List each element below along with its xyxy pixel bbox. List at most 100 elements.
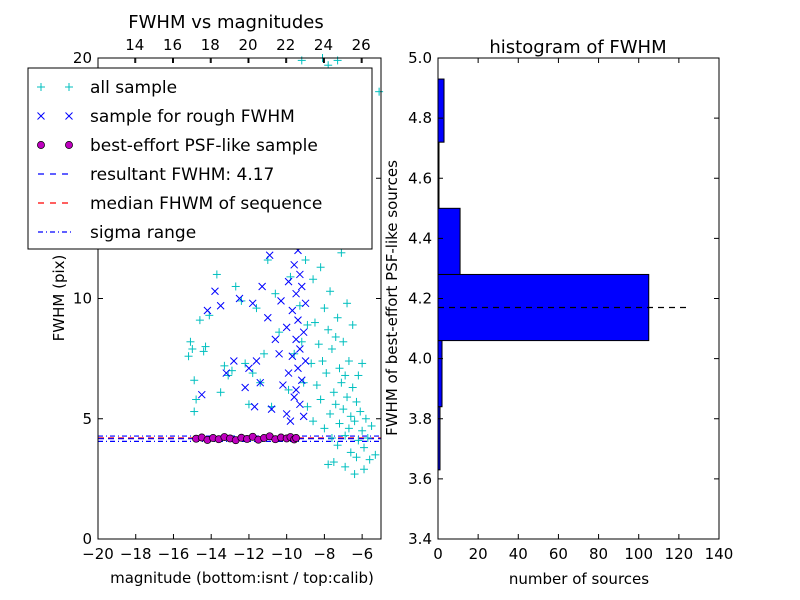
scatter-legend: all sample sample for rough FWHM best-effo… [27, 67, 373, 250]
all-sample-point [327, 345, 336, 354]
all-sample-point [360, 443, 369, 452]
y-tick-label: 3.8 [408, 410, 432, 428]
x-b [294, 364, 302, 373]
rough-sample-point [256, 378, 265, 387]
scatter-panel: −20 −18 −16 −14 −12 −10 −8 −6 14 16 18 20 22 24 26 0 5 10… [27, 12, 384, 587]
x-tick-label: −6 [351, 545, 373, 563]
x-b [297, 282, 306, 291]
scatter-xlabel: magnitude (bottom:isnt / top:calib) [110, 569, 374, 587]
all-sample-point [375, 87, 384, 96]
x-b [277, 297, 285, 305]
legend-entry: sample for rough FWHM [37, 107, 295, 127]
legend-entry: median FHWM of sequence [38, 194, 322, 214]
legend-label: median FHWM of sequence [90, 194, 322, 214]
x-b [290, 393, 299, 401]
legend-label: best-effort PSF-like sample [90, 136, 318, 156]
x-tick-label: 60 [549, 545, 568, 563]
histogram-title: histogram of FWHM [489, 37, 666, 58]
all-sample-point [324, 460, 333, 469]
x-b [288, 352, 297, 361]
x-tick-label: −12 [233, 545, 265, 563]
legend-circle [37, 141, 45, 149]
histogram-bar [437, 78, 445, 143]
scatter-title: FWHM vs magnitudes [128, 12, 323, 33]
all-sample-point [341, 431, 350, 440]
all-sample-point [337, 248, 346, 257]
y-tick-label: 3.4 [408, 530, 432, 548]
x-b [279, 381, 287, 389]
x-b [229, 357, 238, 365]
x-b [211, 287, 219, 296]
x-b [296, 270, 304, 279]
all-sample-point [260, 349, 269, 358]
all-sample-point [310, 318, 319, 327]
rough-sample-point [248, 299, 257, 308]
rough-sample-point [294, 364, 302, 373]
x-b [216, 301, 225, 310]
x-b [235, 294, 244, 303]
scatter-ticks: −20 −18 −16 −14 −12 −10 −8 −6 14 16 18 20 22 24 26 0 5 10… [73, 36, 381, 563]
all-sample-point [220, 361, 229, 370]
all-sample-point [326, 409, 335, 418]
all-sample-point [371, 450, 380, 459]
legend-entry: best-effort PSF-like sample [37, 136, 318, 156]
all-sample-point [322, 369, 331, 378]
x-b [301, 357, 310, 365]
all-sample-point [248, 369, 257, 378]
all-sample-point [327, 433, 336, 442]
rough-sample-point [241, 383, 250, 392]
y-tick-label: 4.2 [408, 290, 432, 308]
all-sample-point [333, 441, 342, 450]
legend-entry: resultant FWHM: 4.17 [38, 165, 274, 185]
all-sample-point [329, 388, 338, 397]
rough-sample-point [222, 369, 231, 377]
y-tick-label: 0 [82, 530, 92, 548]
legend-label: sigma range [90, 223, 196, 243]
rough-sample-point [275, 349, 283, 358]
x-b [222, 369, 231, 377]
top-tick-label: 22 [276, 36, 295, 54]
x-b [292, 289, 300, 298]
rough-sample-point [284, 277, 293, 286]
x-b [296, 400, 304, 409]
rough-sample-point [197, 390, 206, 399]
x-b [292, 335, 300, 344]
rough-sample-point [284, 369, 293, 377]
all-sample-point [344, 424, 353, 433]
x-b [248, 299, 257, 308]
rough-sample-point [288, 306, 297, 315]
all-sample-point [339, 337, 348, 346]
all-sample-point [350, 470, 359, 479]
y-tick-label: 5 [82, 410, 92, 428]
all-sample-point [275, 328, 284, 337]
x-b [292, 386, 300, 394]
all-sample-point [324, 325, 333, 334]
all-sample-point [190, 376, 199, 385]
rough-sample-point [250, 402, 259, 411]
x-b [203, 306, 212, 315]
legend-frame [27, 67, 373, 250]
rough-sample-point [301, 299, 310, 308]
all-sample-point [331, 332, 340, 341]
all-sample-point [358, 426, 367, 435]
all-sample-point [346, 448, 355, 457]
rough-sample-point [290, 393, 299, 401]
x-b [252, 357, 261, 365]
rough-sample-point [299, 412, 308, 421]
histogram-bar [437, 207, 461, 275]
all-sample-point [316, 395, 325, 404]
y-tick-label: 4.8 [408, 109, 432, 127]
histogram-panel: 0 20 40 60 80 100 120 140 3.4 3.6 3.8 4.0 4.2 4.4 4.6 4… [383, 37, 733, 588]
top-tick-label: 26 [352, 36, 371, 54]
legend-x-b [65, 112, 73, 120]
legend-label: all sample [90, 78, 177, 98]
all-sample-point [309, 417, 318, 426]
all-sample-point [352, 397, 361, 406]
y-tick-label: 4.6 [408, 169, 432, 187]
rough-sample-point [290, 260, 299, 269]
rough-sample-point [267, 405, 276, 413]
all-sample-point [231, 282, 240, 291]
all-sample-point [337, 378, 346, 387]
all-sample-point [190, 407, 199, 416]
x-tick-label: −16 [158, 545, 190, 563]
